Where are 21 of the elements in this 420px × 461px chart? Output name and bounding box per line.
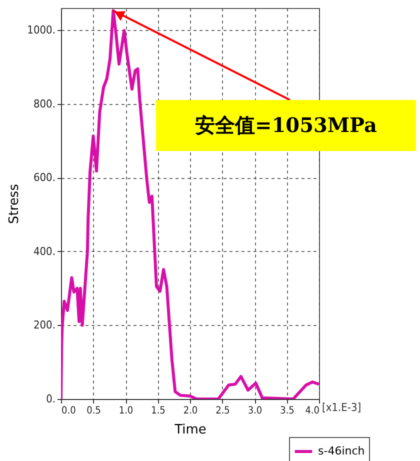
annotation: 安全值=1053MPa — [194, 112, 378, 139]
x-tick-label: 2.5 — [216, 406, 230, 416]
x-axis-title: Time — [174, 422, 206, 438]
y-tick-label: 1000. — [27, 24, 56, 37]
y-tick-label: 800. — [33, 97, 56, 110]
x-tick-label: 1.0 — [118, 406, 134, 416]
x-tick-label: 1.5 — [151, 406, 166, 416]
y-tick-label: 0. — [46, 392, 56, 406]
y-tick-label: 200. — [33, 318, 56, 332]
text: [x1.E-3] — [322, 401, 362, 414]
y-tick-label: 600. — [33, 171, 56, 184]
x-tick-label: 3.0 — [248, 406, 262, 416]
x-tick-label: 0.5 — [86, 406, 101, 416]
y-axis-title: Stress — [7, 184, 22, 224]
x-tick-label: 2.0 — [183, 406, 198, 416]
x-tick-label: 3.5 — [280, 406, 294, 416]
x-tick-label: 4.0 — [305, 406, 320, 416]
x-tick-label: 0.0 — [62, 406, 76, 416]
callout-box: 安全值=1053MPa — [156, 100, 416, 151]
legend-label: s-46inch — [318, 444, 365, 458]
y-tick-label: 400. — [33, 244, 56, 258]
